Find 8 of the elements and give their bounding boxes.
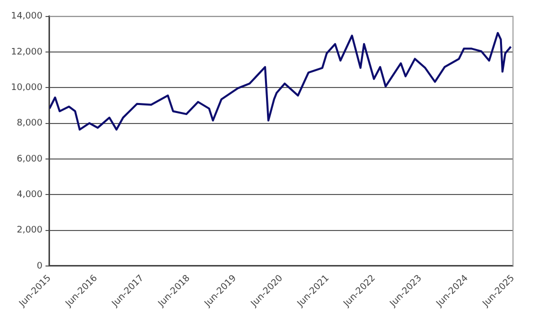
y-tick-label: 0 (36, 261, 43, 272)
y-tick-label: 8,000 (16, 118, 43, 129)
y-tick-label: 6,000 (16, 154, 43, 164)
y-tick-label: 14,000 (10, 12, 43, 22)
y-tick-label: 10,000 (10, 83, 43, 94)
y-tick-label: 12,000 (10, 47, 43, 58)
y-tick-label: 2,000 (16, 226, 43, 236)
y-tick-label: 4,000 (16, 190, 43, 200)
